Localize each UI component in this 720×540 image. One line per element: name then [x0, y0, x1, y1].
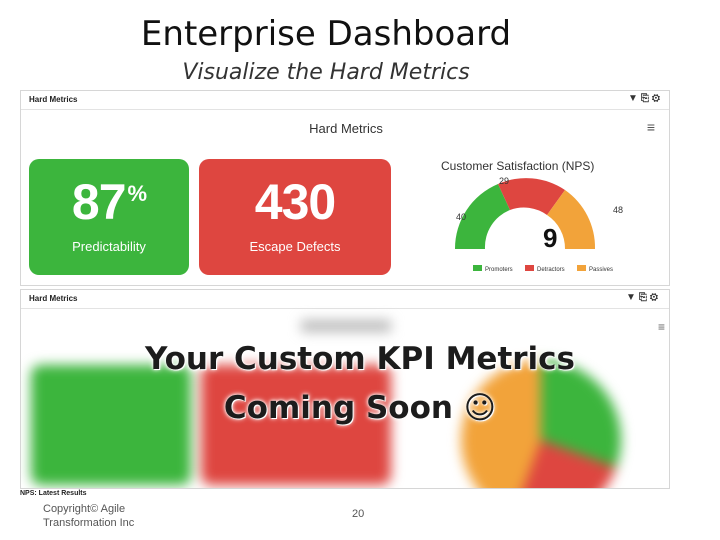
settings-icon[interactable]: ⚙	[649, 292, 661, 303]
gauge-label-detractors: 29	[499, 176, 509, 186]
panel-toolbar: ▼⎘⚙	[626, 292, 661, 303]
gauge-title: Customer Satisfaction (NPS)	[441, 159, 595, 173]
panel-toolbar: ▼⎘⚙	[628, 93, 663, 104]
menu-icon[interactable]: ≡	[646, 119, 655, 135]
legend-label-detractors: Detractors	[537, 267, 565, 273]
hard-metrics-panel-preview: Hard Metrics ▼⎘⚙ ≡	[20, 289, 670, 489]
panel-header: Hard Metrics ▼⎘⚙	[21, 91, 669, 110]
filter-icon[interactable]: ▼	[626, 292, 639, 303]
blurred-dashboard-preview	[21, 310, 669, 488]
share-icon[interactable]: ⎘	[640, 93, 652, 104]
kpi-value: 430	[254, 174, 336, 230]
panel-header-title: Hard Metrics	[29, 95, 78, 104]
coming-soon-line2: Coming Soon ☺	[223, 390, 497, 426]
legend-swatch-detractors	[525, 265, 534, 271]
coming-soon-line1: Your Custom KPI Metrics	[144, 341, 576, 377]
gauge-segment-promoters	[454, 184, 510, 249]
copyright-line1: Copyright© Agile	[43, 503, 126, 515]
blurred-kpi-card	[31, 365, 191, 485]
slide-title: Enterprise Dashboard	[140, 14, 512, 54]
gauge-chart: 9 29 40 48 Promoters Detractors Passives	[454, 176, 623, 273]
settings-icon[interactable]: ⚙	[651, 93, 663, 104]
gauge-center-value: 9	[543, 223, 557, 253]
blurred-kpi-card	[201, 365, 391, 485]
copyright-line2: Transformation Inc	[43, 517, 135, 529]
slide-subtitle: Visualize the Hard Metrics	[182, 60, 470, 85]
legend-swatch-promoters	[473, 265, 482, 271]
gauge-label-promoters: 40	[456, 212, 466, 222]
nps-footer-note: NPS: Latest Results	[20, 490, 87, 497]
panel-header: Hard Metrics ▼⎘⚙	[21, 290, 669, 309]
gauge-label-passives: 48	[613, 205, 623, 215]
blurred-gauge	[461, 360, 621, 488]
share-icon[interactable]: ⎘	[638, 292, 650, 303]
kpi-escape-defects-card[interactable]: 430 Escape Defects	[199, 159, 391, 275]
legend-label-promoters: Promoters	[485, 267, 513, 273]
page-number: 20	[352, 508, 365, 520]
hard-metrics-panel: Hard Metrics ▼⎘⚙ Hard Metrics ≡ 87% Pred…	[20, 90, 670, 286]
gauge-segment-detractors	[498, 178, 565, 215]
menu-icon[interactable]: ≡	[657, 320, 665, 334]
kpi-label: Predictability	[72, 239, 146, 254]
kpi-label: Escape Defects	[249, 239, 341, 254]
kpi-value: 87%	[71, 174, 147, 230]
copyright: Copyright© Agile Transformation Inc	[43, 502, 134, 530]
filter-icon[interactable]: ▼	[628, 93, 641, 104]
kpi-predictability-card[interactable]: 87% Predictability	[29, 159, 189, 275]
panel-header-title: Hard Metrics	[29, 294, 78, 303]
legend-label-passives: Passives	[589, 267, 613, 273]
gauge-segment-passives	[547, 190, 596, 249]
blurred-title-bar	[301, 320, 391, 332]
dashboard-title: Hard Metrics	[309, 121, 383, 136]
nps-gauge[interactable]: Customer Satisfaction (NPS) 9 29 40 48 P…	[425, 155, 625, 285]
legend-swatch-passives	[577, 265, 586, 271]
